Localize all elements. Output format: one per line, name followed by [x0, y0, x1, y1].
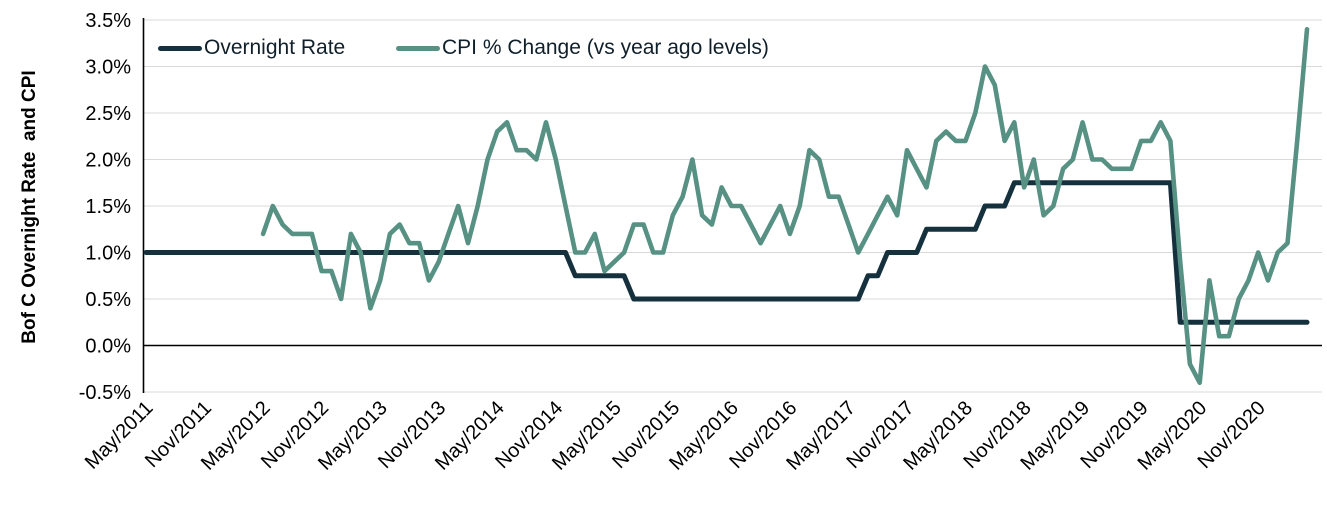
legend: Overnight Rate CPI % Change (vs year ago… [0, 36, 1327, 59]
y-tick-label: 3.0% [85, 57, 131, 79]
legend-swatch-overnight-rate [158, 45, 202, 51]
series-cpi-line [260, 26, 1310, 386]
y-tick-label: 2.0% [85, 150, 131, 172]
y-tick-label: 3.5% [85, 10, 131, 32]
legend-item-cpi: CPI % Change (vs year ago levels) [396, 36, 769, 59]
legend-item-overnight-rate: Overnight Rate [158, 36, 346, 59]
y-tick-label: 0.0% [85, 336, 131, 358]
legend-label-overnight-rate: Overnight Rate [204, 36, 346, 59]
y-tick-label: 1.5% [85, 196, 131, 218]
y-axis-title: Bof C Overnight Rate and CPI [19, 70, 40, 344]
y-tick-label: 1.0% [85, 243, 131, 265]
y-tick-label: 2.5% [85, 103, 131, 125]
series-overnight-rate-line [143, 180, 1310, 325]
y-tick-label: -0.5% [79, 382, 131, 404]
legend-swatch-cpi [396, 45, 440, 51]
y-tick-label: 0.5% [85, 289, 131, 311]
legend-label-cpi: CPI % Change (vs year ago levels) [442, 36, 769, 59]
